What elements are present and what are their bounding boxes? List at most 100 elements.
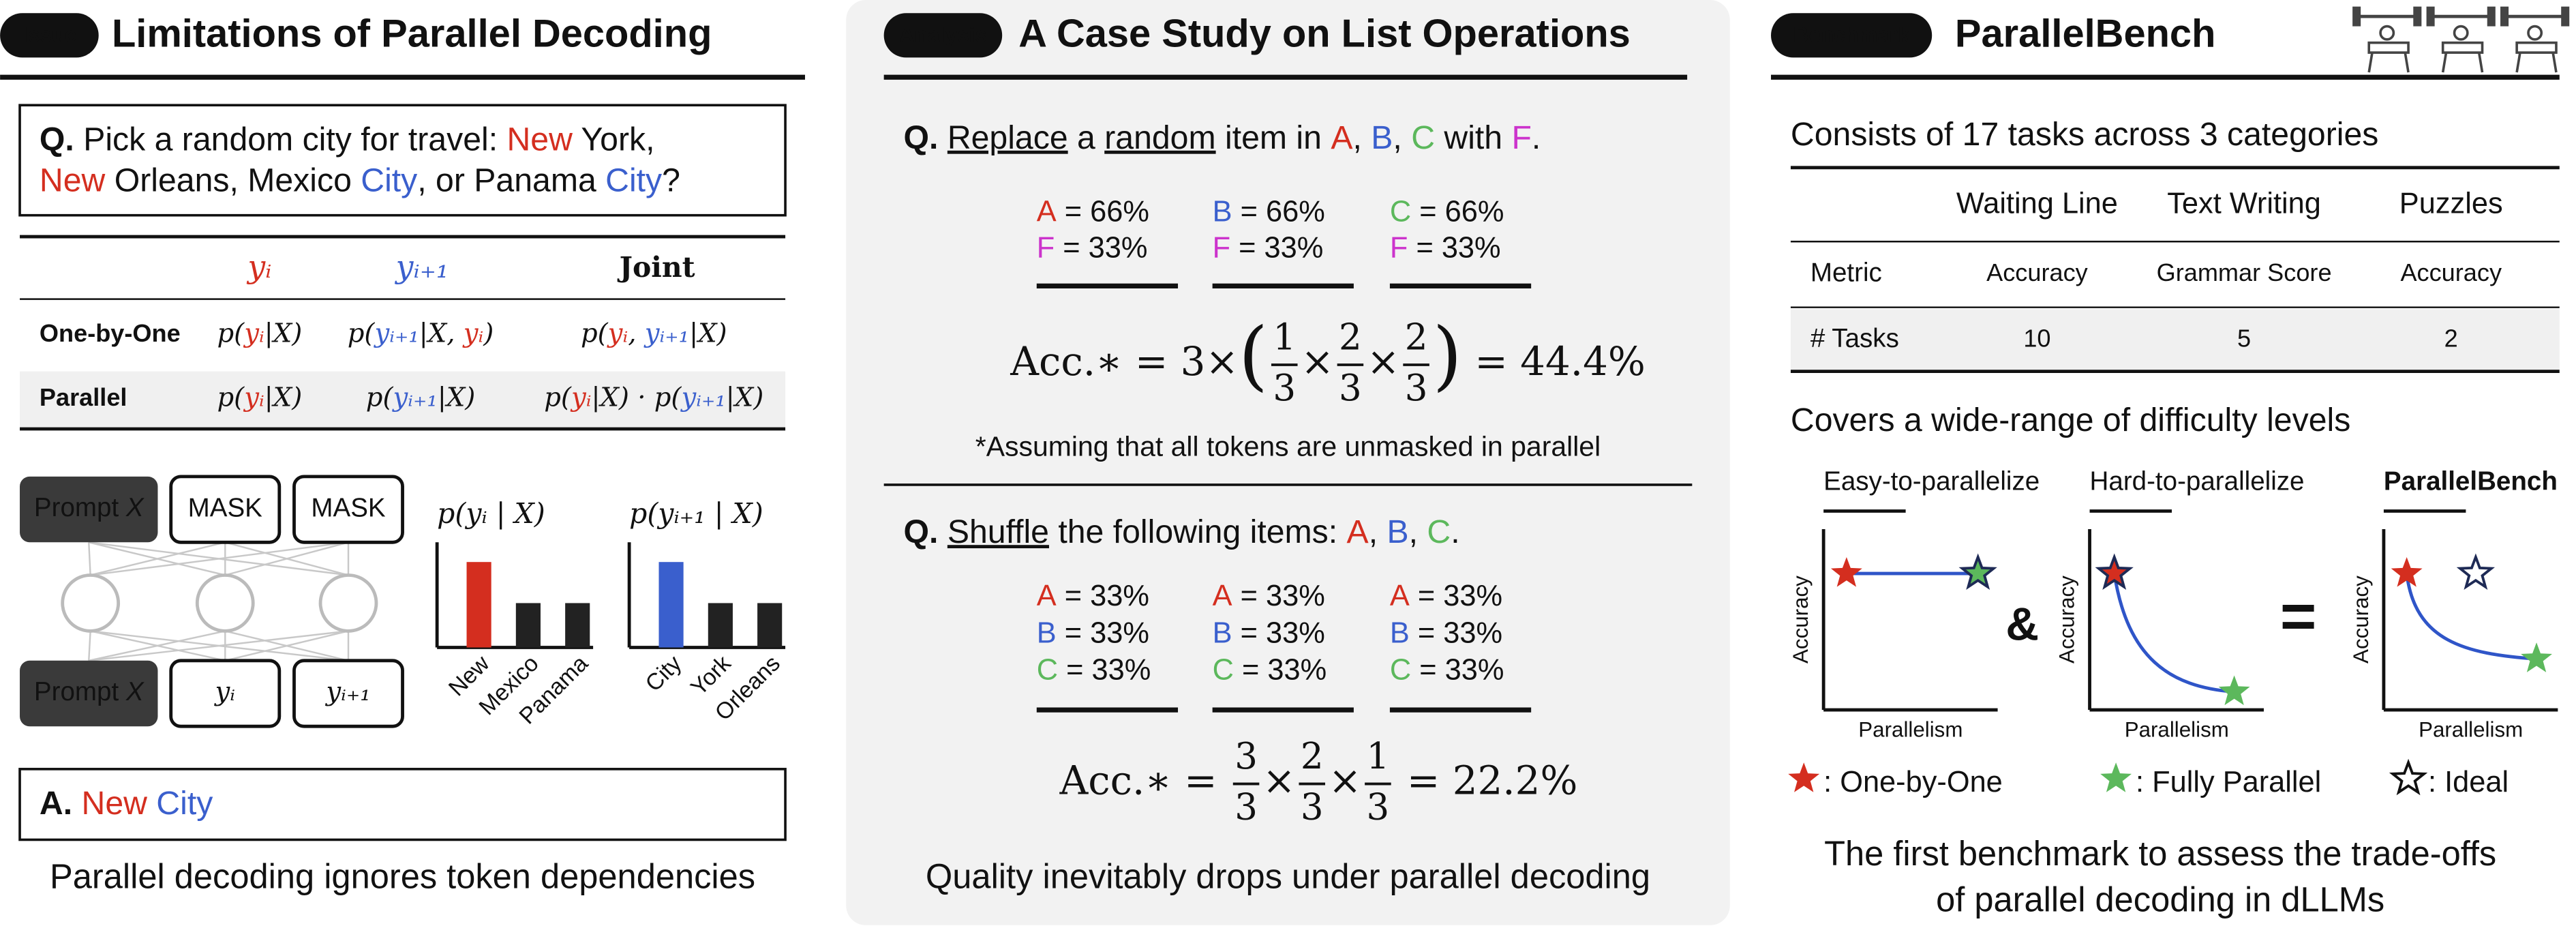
icon-head: [2453, 25, 2469, 41]
icon-plate: [2500, 6, 2509, 27]
text-part: Q.: [904, 119, 948, 156]
table-header: Joint: [618, 251, 695, 284]
text-part: ?: [662, 162, 680, 198]
text-part: yᵢ: [570, 383, 592, 413]
text-part: ,: [1369, 513, 1387, 550]
tag: Issue: [22, 23, 76, 46]
text-part: the following items:: [1049, 513, 1347, 550]
table-cell: Accuracy: [2400, 258, 2502, 286]
denominator: 3: [1301, 786, 1324, 828]
table-header: Puzzles: [2399, 188, 2503, 220]
text-part: |X): [726, 383, 763, 413]
intro: Consists of 17 tasks across 3 categories: [1791, 116, 2378, 153]
option: A = 33%: [1213, 580, 1325, 613]
question-line: New Orleans, Mexico City, or Panama City…: [40, 162, 680, 198]
option: F = 33%: [1037, 232, 1148, 265]
network-edge: [88, 631, 91, 661]
row-label: Parallel: [40, 383, 127, 411]
row-band: [20, 371, 786, 428]
formula-text: = 44.4%: [1462, 338, 1646, 385]
network-edge: [90, 541, 349, 576]
text-part: X: [125, 493, 145, 522]
network-edge: [224, 541, 349, 576]
question: Q. Shuffle the following items: A, B, C.: [904, 513, 1460, 550]
legend-label: : Ideal: [2428, 766, 2509, 798]
icon-leg: [2477, 52, 2484, 73]
network-edge: [90, 541, 226, 576]
table-cell: 5: [2237, 324, 2251, 352]
formula-paren: ): [1433, 312, 1462, 400]
numerator: 1: [1367, 735, 1390, 777]
star: [2100, 762, 2132, 792]
denominator: 3: [1367, 786, 1390, 828]
option: C = 33%: [1037, 654, 1151, 687]
star: [1960, 556, 1995, 588]
denominator: 3: [1234, 786, 1258, 828]
icon-leg: [2367, 52, 2374, 73]
text-part: = 33%: [1232, 617, 1325, 650]
option: A = 33%: [1037, 580, 1149, 613]
text-part: = 33%: [1057, 617, 1149, 650]
table-cell: p(yᵢ|X) · p(yᵢ₊₁|X): [544, 383, 763, 413]
output-box: [169, 659, 282, 728]
output-box: [292, 659, 404, 728]
text-part: p(: [348, 318, 376, 349]
text-part: |X): [264, 318, 302, 349]
panel-title: ParallelBench: [1955, 12, 2216, 55]
row-label: One-by-One: [40, 319, 181, 347]
icon-leg: [2404, 52, 2410, 73]
text-part: F: [1512, 119, 1532, 156]
text-part: .: [1451, 513, 1459, 550]
plot-title: Easy-to-parallelize: [1823, 467, 2040, 496]
chart-label: p(yᵢ | X): [437, 497, 545, 530]
text-part: ,: [1393, 119, 1411, 156]
text-part: ,: [628, 318, 645, 349]
text-part: item in: [1216, 119, 1331, 156]
prompt-label: Prompt X: [34, 493, 145, 522]
formula-text: = 22.2%: [1395, 758, 1578, 804]
text-part: a: [1068, 119, 1105, 156]
operator: &: [2005, 599, 2039, 650]
text-part: Joint: [618, 251, 695, 284]
text-part: A: [1331, 119, 1353, 156]
table-header: yᵢ: [246, 249, 271, 285]
x-axis-label: Parallelism: [1858, 718, 1963, 742]
numerator: 2: [1339, 316, 1362, 358]
caption: of parallel decoding in dLLMs: [1936, 880, 2384, 918]
table-cell: p(yᵢ|X): [217, 383, 303, 413]
text-part: New: [82, 785, 148, 822]
text-part: = 66%: [1411, 196, 1504, 228]
category-label: City: [640, 651, 686, 697]
text-part: A: [1347, 513, 1369, 550]
table-cell: Accuracy: [1986, 258, 2088, 286]
text-part: = 33%: [1410, 580, 1502, 613]
icon-head: [2379, 25, 2395, 41]
tag-pill: [0, 13, 99, 58]
text-part: yᵢ: [607, 318, 628, 349]
star: [2459, 556, 2493, 588]
star: [1830, 556, 1862, 587]
text-part: B: [1387, 513, 1408, 550]
panel-background: [846, 0, 1730, 925]
text-part: |X): [264, 383, 302, 413]
text-part: p(: [366, 383, 394, 413]
operator: =: [2280, 582, 2316, 651]
numerator: 3: [1234, 735, 1258, 777]
caption: The first benchmark to assess the trade-…: [1824, 834, 2496, 873]
table-cell: p(yᵢ|X): [217, 318, 303, 349]
text-part: yᵢ₊₁: [680, 383, 725, 413]
y-axis-label: Accuracy: [2349, 576, 2373, 663]
formula-text: ×: [1367, 338, 1399, 385]
text-part: Orleans, Mexico: [105, 162, 361, 198]
formula-text: ×: [1301, 338, 1333, 385]
text-part: B: [1213, 617, 1232, 650]
text-part: ,: [1352, 119, 1371, 156]
text-part: Q.: [40, 121, 83, 158]
text-part: = 33%: [1058, 654, 1151, 687]
text-part: Q.: [904, 513, 948, 550]
option: F = 33%: [1213, 232, 1324, 265]
text-part: Shuffle: [948, 513, 1049, 550]
text-part: = 66%: [1057, 196, 1149, 228]
star: [1788, 762, 1820, 792]
